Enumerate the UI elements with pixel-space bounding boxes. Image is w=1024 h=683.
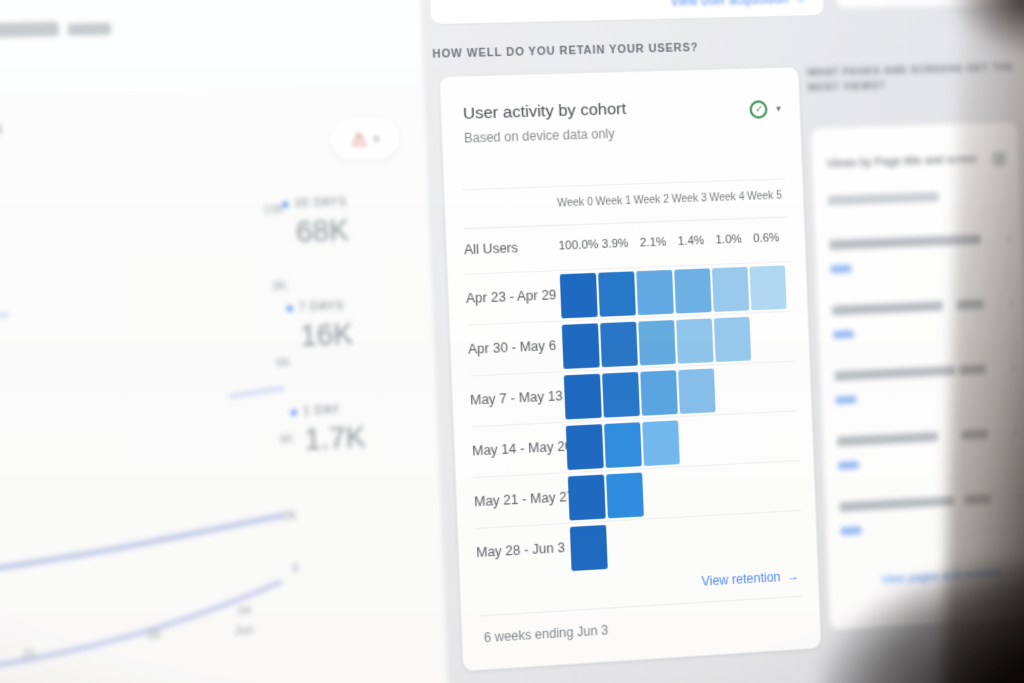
blurred-row-label <box>837 431 938 447</box>
card-above-right: View traffic acquisition→ <box>831 0 1024 11</box>
blurred-row-value <box>961 429 989 440</box>
blurred-row-sublink <box>838 461 860 470</box>
blurred-row-value <box>956 299 984 310</box>
view-pages-and-screens-link[interactable]: View pages and screens → <box>881 566 1020 587</box>
blurred-row-sublink <box>833 330 854 339</box>
page-row: › <box>825 486 1024 561</box>
blurred-row-value <box>964 493 991 505</box>
page-row: › <box>817 291 1024 363</box>
blurred-row-sublink <box>840 526 862 536</box>
blurred-text-fragment <box>827 192 939 206</box>
chevron-right-icon: › <box>1005 229 1012 247</box>
blurred-row-label <box>834 365 956 381</box>
chevron-right-icon: › <box>1010 358 1017 376</box>
chevron-right-icon: › <box>1008 293 1014 311</box>
sort-icon[interactable] <box>992 151 1007 166</box>
link-label: View pages and screens <box>880 566 1003 587</box>
page-row: › <box>820 356 1024 429</box>
blurred-row-label <box>829 235 961 250</box>
card-title: Views by Page title and screen class <box>826 152 978 171</box>
blurred-row-label <box>832 301 943 316</box>
blurred-row-sublink <box>830 264 852 274</box>
blurred-row-value <box>954 234 981 245</box>
pages-rows: › › › › › <box>811 122 1021 536</box>
blurred-row-value <box>959 364 986 375</box>
page-row: › <box>815 227 1023 298</box>
blurred-row-label <box>839 496 955 512</box>
chevron-right-icon: › <box>1013 423 1019 441</box>
pages-section-header: WHAT PAGES AND SCREENS GET THE MOST VIEW… <box>807 61 1014 95</box>
page-row: › <box>823 421 1024 495</box>
arrow-right-icon: → <box>1008 565 1021 579</box>
chevron-right-icon: › <box>1015 488 1022 506</box>
pages-and-screens-card: Views by Page title and screen class ›››… <box>809 121 1024 632</box>
blurred-row-sublink <box>835 395 857 405</box>
